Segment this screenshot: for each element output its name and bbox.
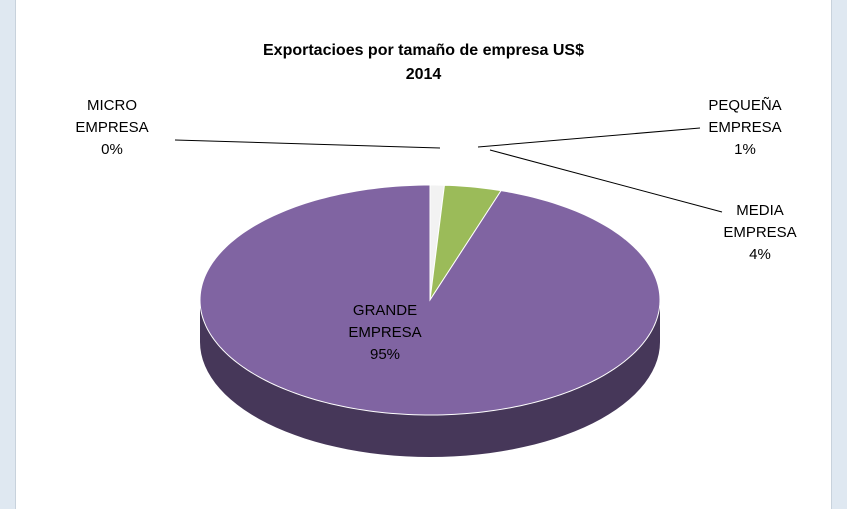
data-label-category: MICRO EMPRESA bbox=[75, 97, 149, 136]
data-label-category: MEDIA EMPRESA bbox=[723, 202, 797, 241]
data-label-value: 0% bbox=[101, 141, 123, 158]
data-label-value: 4% bbox=[749, 246, 771, 263]
data-label-category: PEQUEÑA EMPRESA bbox=[708, 97, 782, 136]
data-label-value: 1% bbox=[734, 141, 756, 158]
data-label-category: GRANDE EMPRESA bbox=[348, 302, 422, 341]
chart-subtitle: 2014 bbox=[405, 66, 442, 83]
pie-slice bbox=[199, 184, 661, 416]
leader-line bbox=[174, 139, 441, 149]
leader-line bbox=[489, 149, 723, 213]
data-label-value: 95% bbox=[369, 346, 401, 363]
pie-slice bbox=[429, 184, 502, 301]
leader-line bbox=[477, 127, 701, 148]
chart-title: Exportacioes por tamaño de empresa US$ bbox=[263, 42, 584, 59]
pie-slice-side bbox=[200, 300, 660, 457]
